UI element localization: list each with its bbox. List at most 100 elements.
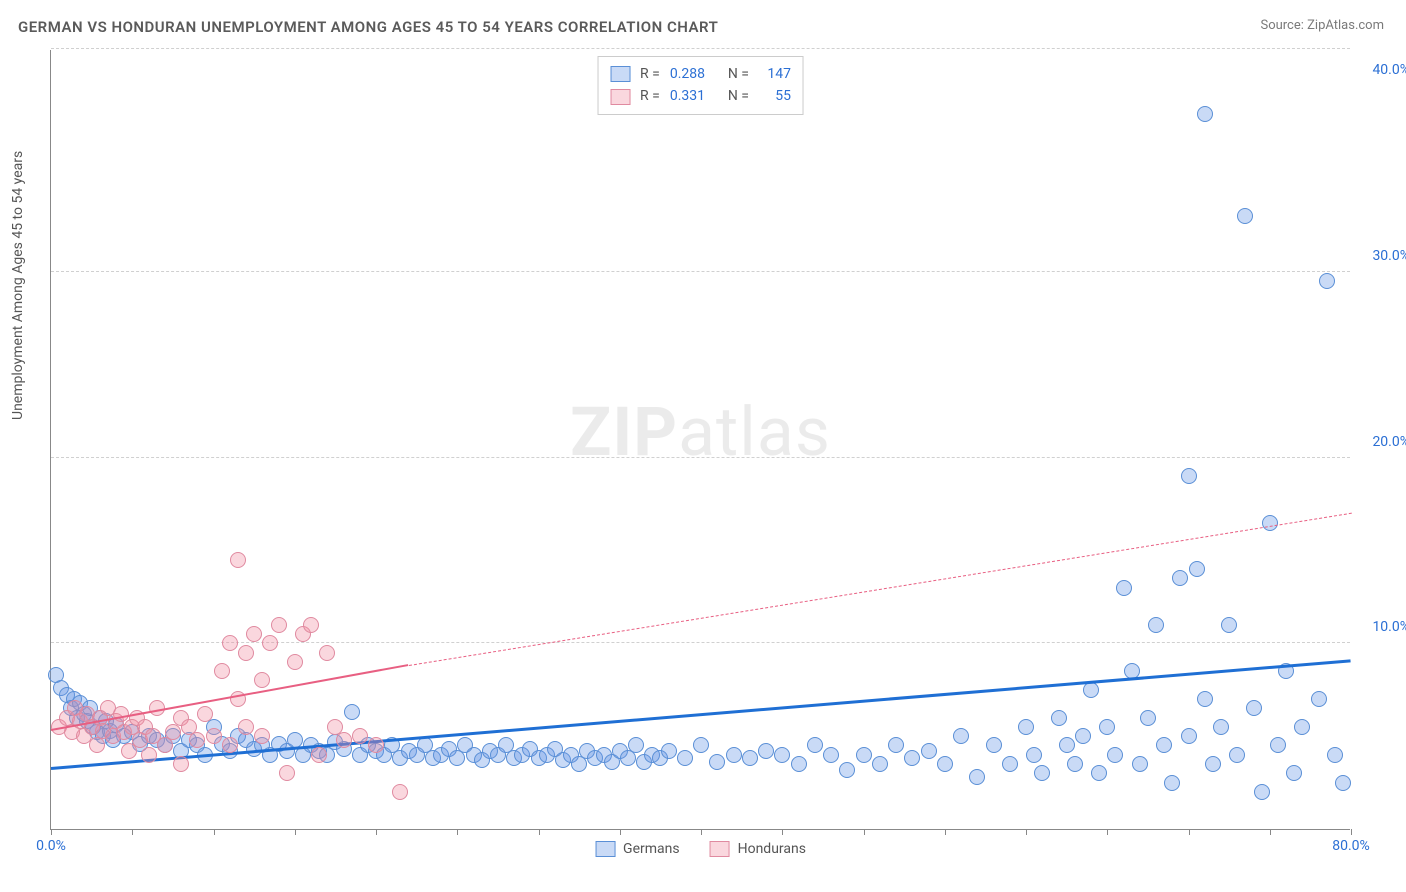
data-point	[742, 750, 758, 766]
stat-n-value: 55	[759, 85, 791, 107]
data-point	[1067, 756, 1083, 772]
trend-line	[51, 664, 409, 731]
data-point	[189, 732, 205, 748]
data-point	[969, 769, 985, 785]
data-point	[986, 737, 1002, 753]
data-point	[246, 626, 262, 642]
stat-n-label: N =	[728, 63, 749, 85]
x-tick-mark	[864, 829, 865, 835]
data-point	[392, 784, 408, 800]
data-point	[368, 737, 384, 753]
x-tick-mark	[295, 829, 296, 835]
data-point	[839, 762, 855, 778]
x-tick-mark	[457, 829, 458, 835]
series-swatch	[610, 89, 630, 105]
y-tick-label: 20.0%	[1372, 434, 1406, 450]
data-point	[1172, 570, 1188, 586]
data-point	[336, 732, 352, 748]
watermark-light: atlas	[678, 392, 831, 472]
data-point	[726, 747, 742, 763]
data-point	[1059, 737, 1075, 753]
data-point	[238, 645, 254, 661]
legend-item: Hondurans	[710, 841, 806, 857]
legend-label: Hondurans	[738, 841, 806, 857]
data-point	[774, 747, 790, 763]
data-point	[807, 737, 823, 753]
data-point	[262, 635, 278, 651]
stats-box: R =0.288N =147R = 0.331 N = 55	[597, 56, 804, 115]
watermark: ZIPatlas	[570, 392, 831, 472]
legend-label: Germans	[623, 841, 680, 857]
data-point	[1205, 756, 1221, 772]
x-tick-mark	[51, 829, 52, 835]
data-point	[823, 747, 839, 763]
data-point	[1107, 747, 1123, 763]
y-tick-label: 10.0%	[1372, 619, 1406, 635]
legend-swatch	[710, 841, 730, 857]
data-point	[141, 747, 157, 763]
legend-item: Germans	[595, 841, 680, 857]
grid-line	[51, 457, 1350, 458]
stats-row: R = 0.331 N = 55	[610, 85, 791, 107]
data-point	[1116, 580, 1132, 596]
data-point	[677, 750, 693, 766]
data-point	[661, 743, 677, 759]
x-tick-mark	[1270, 829, 1271, 835]
data-point	[254, 728, 270, 744]
data-point	[1197, 106, 1213, 122]
bottom-legend: Germans Hondurans	[595, 841, 806, 857]
data-point	[1018, 719, 1034, 735]
y-tick-label: 30.0%	[1372, 248, 1406, 264]
data-point	[1294, 719, 1310, 735]
stat-r-label: R =	[640, 85, 660, 107]
data-point	[254, 672, 270, 688]
data-point	[1197, 691, 1213, 707]
data-point	[214, 663, 230, 679]
data-point	[1132, 756, 1148, 772]
data-point	[856, 747, 872, 763]
data-point	[1181, 468, 1197, 484]
data-point	[1319, 273, 1335, 289]
source-label: Source: ZipAtlas.com	[1260, 18, 1384, 33]
y-axis-label: Unemployment Among Ages 45 to 54 years	[10, 151, 26, 420]
x-tick-label: 0.0%	[36, 838, 66, 854]
data-point	[222, 635, 238, 651]
data-point	[352, 728, 368, 744]
data-point	[693, 737, 709, 753]
data-point	[1221, 617, 1237, 633]
data-point	[279, 765, 295, 781]
x-tick-mark	[376, 829, 377, 835]
data-point	[311, 747, 327, 763]
stat-n-label: N =	[728, 85, 749, 107]
x-tick-mark	[945, 829, 946, 835]
data-point	[1164, 775, 1180, 791]
data-point	[1075, 728, 1091, 744]
data-point	[1246, 700, 1262, 716]
watermark-bold: ZIP	[570, 392, 678, 472]
stat-r-value: 0.331	[670, 85, 718, 107]
stats-row: R =0.288N =147	[610, 63, 791, 85]
grid-line	[51, 271, 1350, 272]
x-tick-mark	[701, 829, 702, 835]
data-point	[904, 750, 920, 766]
data-point	[238, 719, 254, 735]
data-point	[1262, 515, 1278, 531]
data-point	[1237, 208, 1253, 224]
data-point	[758, 743, 774, 759]
data-point	[1034, 765, 1050, 781]
data-point	[1002, 756, 1018, 772]
data-point	[1311, 691, 1327, 707]
data-point	[89, 737, 105, 753]
x-tick-label: 80.0%	[1332, 838, 1370, 854]
data-point	[1335, 775, 1351, 791]
grid-line	[51, 48, 1350, 49]
data-point	[271, 617, 287, 633]
x-tick-mark	[1189, 829, 1190, 835]
data-point	[303, 617, 319, 633]
data-point	[937, 756, 953, 772]
legend-swatch	[595, 841, 615, 857]
data-point	[1286, 765, 1302, 781]
data-point	[1156, 737, 1172, 753]
data-point	[921, 743, 937, 759]
data-point	[1270, 737, 1286, 753]
